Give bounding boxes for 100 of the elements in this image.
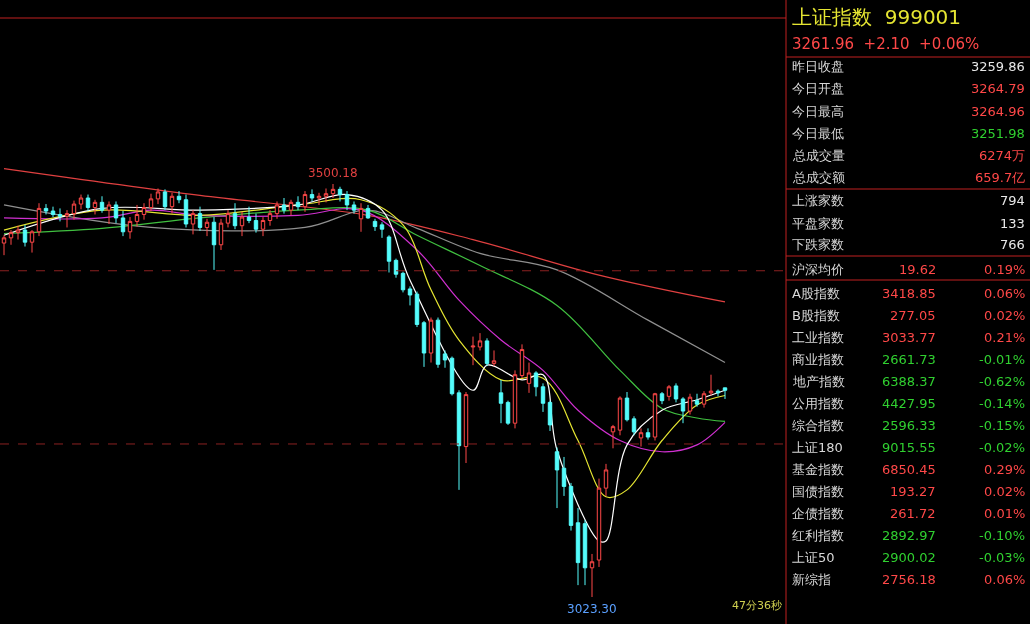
text: 3033.77 bbox=[882, 330, 936, 345]
text: 昨日收盘 bbox=[792, 59, 844, 74]
text: A股指数 bbox=[792, 286, 840, 301]
candlestick bbox=[260, 216, 266, 237]
text: 2756.18 bbox=[882, 572, 936, 587]
candlestick bbox=[162, 188, 168, 211]
text: 766 bbox=[1000, 237, 1025, 252]
candlestick bbox=[358, 202, 364, 233]
candlestick bbox=[582, 519, 588, 586]
candlestick bbox=[428, 317, 434, 364]
text: 总成交量 bbox=[792, 148, 845, 163]
text: 总成交额 bbox=[792, 170, 845, 185]
text: 3264.96 bbox=[971, 104, 1025, 119]
candlestick bbox=[435, 317, 441, 369]
candlestick bbox=[337, 186, 343, 202]
text: -0.10% bbox=[979, 528, 1025, 543]
candlestick bbox=[400, 271, 406, 293]
candlestick bbox=[302, 190, 308, 213]
candlestick bbox=[715, 388, 721, 397]
candlestick bbox=[8, 229, 14, 246]
candlestick bbox=[239, 211, 245, 237]
text: 6274万 bbox=[979, 148, 1026, 163]
candlestick bbox=[484, 337, 490, 367]
candlestick bbox=[617, 395, 623, 436]
text: 新综指 bbox=[792, 572, 831, 587]
candlestick bbox=[92, 199, 98, 215]
text: 今日最高 bbox=[792, 104, 844, 119]
candlestick bbox=[218, 218, 224, 251]
candlestick bbox=[99, 195, 105, 214]
candlestick bbox=[701, 390, 707, 409]
candlestick bbox=[708, 374, 714, 396]
candlestick bbox=[134, 204, 140, 228]
candlestick bbox=[113, 200, 119, 224]
candlestick bbox=[456, 389, 462, 491]
text: -0.15% bbox=[979, 418, 1025, 433]
candlestick bbox=[687, 393, 693, 416]
candlestick bbox=[561, 456, 567, 497]
candlestick bbox=[666, 384, 672, 402]
candlestick bbox=[225, 209, 231, 228]
text: 上涨家数 bbox=[792, 193, 844, 208]
candlestick bbox=[309, 188, 315, 202]
candlestick bbox=[22, 224, 28, 248]
text: 2892.97 bbox=[882, 528, 936, 543]
candlestick bbox=[449, 356, 455, 396]
candlestick bbox=[540, 382, 546, 413]
candlestick bbox=[470, 336, 476, 366]
candlestick bbox=[183, 194, 189, 228]
candlestick bbox=[316, 192, 322, 206]
text: 公用指数 bbox=[792, 396, 844, 411]
text: 261.72 bbox=[890, 506, 936, 521]
annotation: 3023.30 bbox=[567, 602, 617, 616]
candlestick bbox=[393, 258, 399, 279]
candlestick bbox=[638, 427, 644, 448]
text: 上证50 bbox=[792, 550, 835, 565]
text: 47分36秒 bbox=[732, 599, 782, 612]
candlestick bbox=[169, 192, 175, 215]
candlestick bbox=[365, 204, 371, 220]
text: 2596.33 bbox=[882, 418, 936, 433]
candlestick bbox=[71, 200, 77, 221]
candlestick bbox=[204, 218, 210, 237]
text: 2661.73 bbox=[882, 352, 936, 367]
candlestick bbox=[421, 320, 427, 368]
text: 0.21% bbox=[984, 330, 1026, 345]
text: 19.62 bbox=[899, 262, 937, 277]
candlestick bbox=[330, 183, 336, 199]
candlestick bbox=[722, 387, 728, 400]
candlestick bbox=[148, 193, 154, 212]
candlestick bbox=[295, 195, 301, 211]
text: 上证180 bbox=[792, 440, 843, 455]
candlestick bbox=[533, 370, 539, 397]
candlestick bbox=[386, 234, 392, 273]
candlestick bbox=[379, 221, 385, 239]
candlestick bbox=[15, 225, 21, 241]
text: 上证指数 999001 bbox=[792, 5, 962, 29]
text: 0.19% bbox=[984, 262, 1026, 277]
candlestick bbox=[554, 446, 560, 509]
candlestick bbox=[323, 187, 329, 203]
text: -0.01% bbox=[979, 352, 1025, 367]
text: 商业指数 bbox=[792, 352, 844, 367]
candlestick bbox=[652, 392, 658, 442]
text: 企债指数 bbox=[792, 506, 844, 521]
text: -0.62% bbox=[979, 374, 1025, 389]
candlestick bbox=[631, 415, 637, 436]
candlestick bbox=[190, 209, 196, 235]
text: 0.02% bbox=[984, 308, 1026, 323]
text: 0.06% bbox=[984, 572, 1026, 587]
candlestick bbox=[407, 285, 413, 306]
text: 9015.55 bbox=[882, 440, 936, 455]
candlestick bbox=[463, 391, 469, 464]
candlestick bbox=[624, 391, 630, 422]
candlestick bbox=[589, 553, 595, 598]
text: 794 bbox=[1000, 193, 1025, 208]
candlestick bbox=[505, 400, 511, 426]
text: 0.06% bbox=[984, 286, 1026, 301]
candlestick bbox=[29, 229, 35, 254]
candlestick bbox=[43, 203, 49, 215]
text: 沪深均价 bbox=[792, 262, 844, 277]
candlestick bbox=[253, 213, 259, 234]
text: 3264.79 bbox=[971, 81, 1025, 96]
candlestick bbox=[106, 200, 112, 225]
